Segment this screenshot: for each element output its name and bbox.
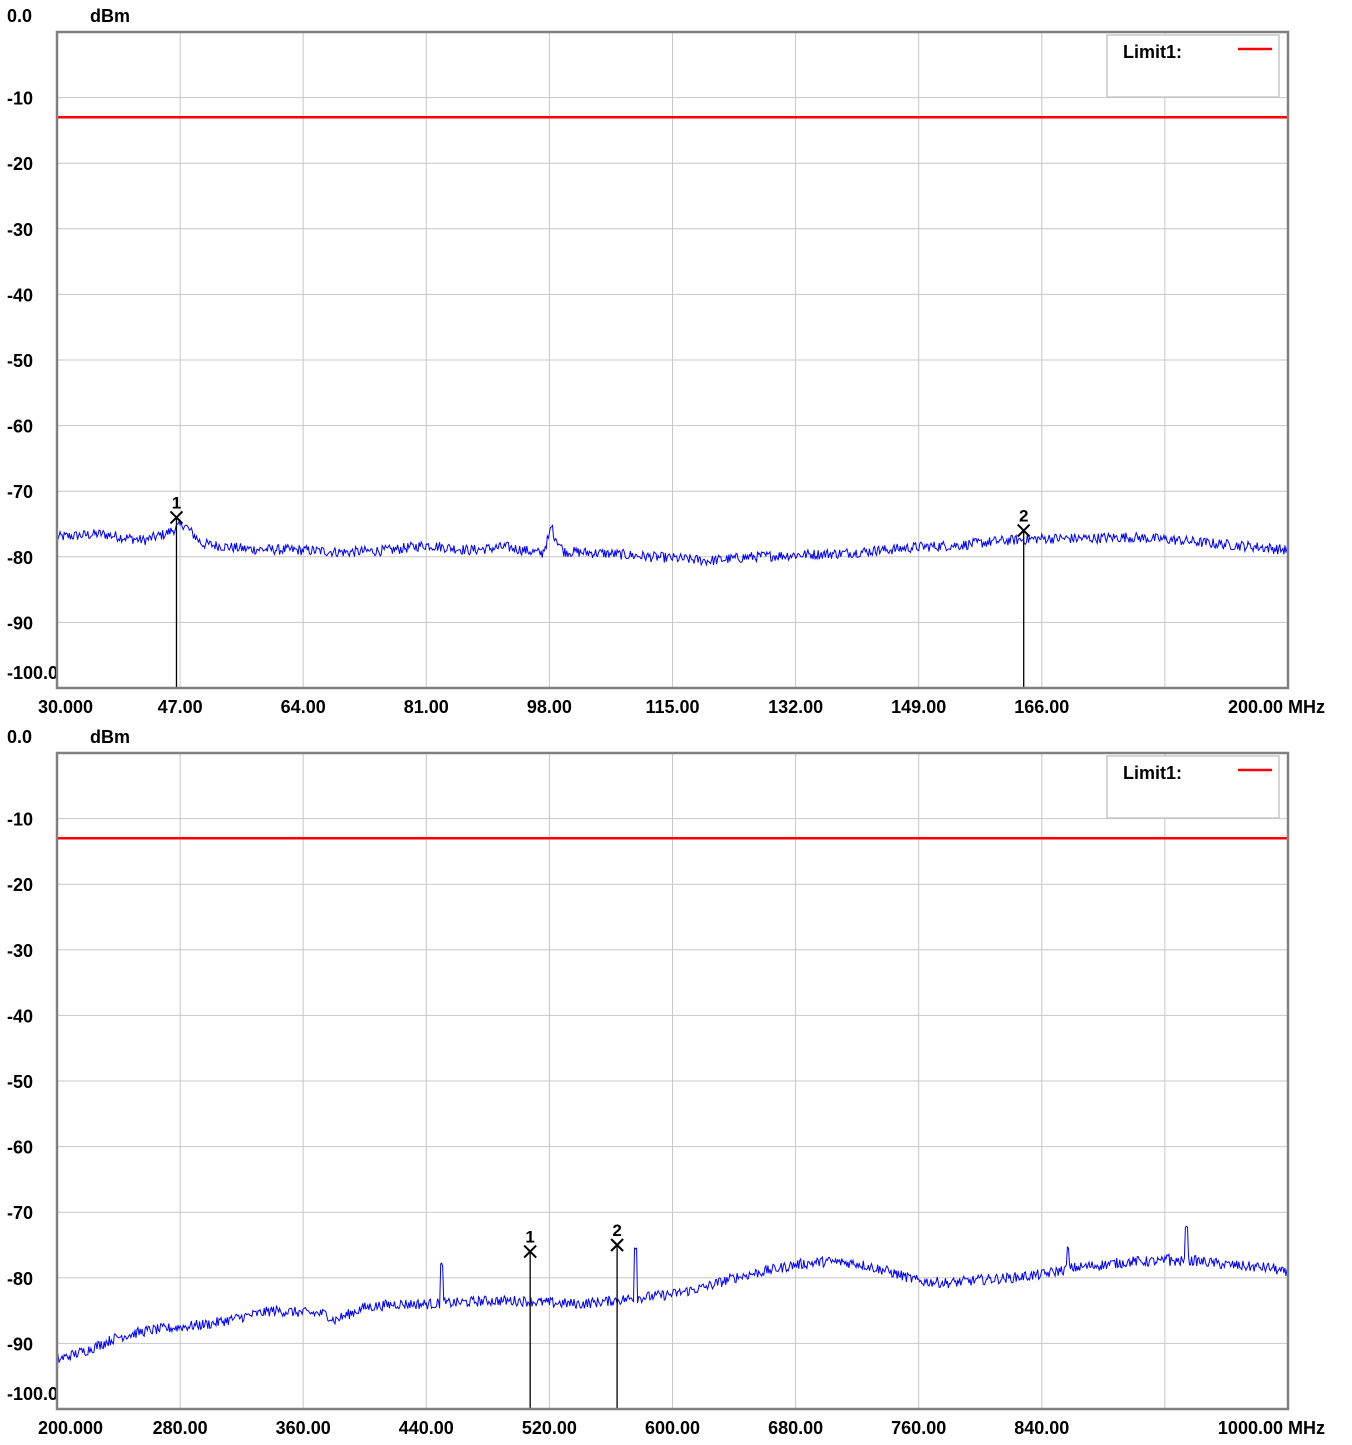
- marker-label: 2: [1019, 507, 1028, 526]
- legend-label: Limit1:: [1123, 763, 1182, 783]
- y-axis-unit: dBm: [90, 6, 130, 26]
- x-tick-label: 280.00: [153, 1418, 208, 1438]
- x-tick-label: 132.00: [768, 697, 823, 717]
- x-tick-label: 200.00: [1228, 697, 1283, 717]
- y-tick-label: -20: [7, 154, 33, 174]
- plot-frame: [55, 751, 1290, 1411]
- x-tick-label: 600.00: [645, 1418, 700, 1438]
- x-tick-label: 149.00: [891, 697, 946, 717]
- y-tick-label: -20: [7, 875, 33, 895]
- legend-box: [1106, 755, 1280, 819]
- x-axis-unit: MHz: [1288, 1418, 1325, 1438]
- marker-1: 1: [523, 1228, 537, 1409]
- y-tick-label: -30: [7, 941, 33, 961]
- y-axis-unit: dBm: [90, 727, 130, 747]
- x-tick-label: 30.000: [38, 697, 93, 717]
- y-tick-label: -60: [7, 417, 33, 437]
- marker-x: [523, 1244, 537, 1259]
- marker-x: [610, 1238, 624, 1252]
- y-tick-label: -80: [7, 548, 33, 568]
- spectrum-trace: [56, 1225, 1289, 1363]
- y-tick-label: -30: [7, 220, 33, 240]
- marker-label: 1: [525, 1228, 534, 1247]
- x-tick-label: 840.00: [1014, 1418, 1069, 1438]
- y-tick-label: 0.0: [7, 727, 32, 747]
- x-tick-label: 47.00: [158, 697, 203, 717]
- legend: Limit1:: [1106, 755, 1280, 819]
- marker-label: 2: [612, 1221, 621, 1240]
- y-tick-label: -70: [7, 1203, 33, 1223]
- y-tick-label: -80: [7, 1269, 33, 1289]
- x-tick-label: 760.00: [891, 1418, 946, 1438]
- marker-label: 1: [172, 493, 181, 512]
- y-tick-label: -70: [7, 482, 33, 502]
- y-tick-label: -50: [7, 351, 33, 371]
- legend-label: Limit1:: [1123, 42, 1182, 62]
- x-tick-label: 520.00: [522, 1418, 577, 1438]
- x-tick-label: 98.00: [527, 697, 572, 717]
- y-tick-label: -100.0: [7, 663, 58, 683]
- y-tick-label: -100.0: [7, 1384, 58, 1404]
- y-tick-label: -10: [7, 810, 33, 830]
- y-tick-label: 0.0: [7, 6, 32, 26]
- x-tick-label: 1000.00: [1218, 1418, 1283, 1438]
- x-tick-label: 81.00: [404, 697, 449, 717]
- plot-frame: [55, 30, 1290, 690]
- y-tick-label: -60: [7, 1138, 33, 1158]
- x-tick-label: 115.00: [645, 697, 699, 717]
- spectrum-trace: [56, 519, 1289, 567]
- chart-1: 0.0 -10 -20 -30 -40 -50 -60 -70 -80 -90 -100.0 dBm 3…: [7, 6, 1325, 717]
- x-tick-label: 440.00: [399, 1418, 454, 1438]
- y-tick-label: -40: [7, 1006, 33, 1026]
- x-tick-label: 680.00: [768, 1418, 823, 1438]
- y-tick-label: -50: [7, 1072, 33, 1092]
- marker-2: 2: [610, 1221, 624, 1409]
- y-tick-label: -90: [7, 1334, 33, 1354]
- x-tick-label: 166.00: [1014, 697, 1069, 717]
- x-tick-label: 64.00: [281, 697, 326, 717]
- marker-x: [169, 510, 184, 525]
- y-tick-label: -90: [7, 613, 33, 633]
- x-axis-unit: MHz: [1288, 697, 1325, 717]
- y-tick-label: -40: [7, 285, 33, 305]
- legend: Limit1:: [1106, 34, 1280, 98]
- x-tick-label: 200.000: [38, 1418, 103, 1438]
- x-tick-label: 360.00: [276, 1418, 331, 1438]
- marker-x: [1016, 523, 1031, 538]
- marker-2: 2: [1016, 507, 1031, 688]
- legend-box: [1106, 34, 1280, 98]
- y-tick-label: -10: [7, 89, 33, 109]
- marker-1: 1: [169, 493, 184, 688]
- chart-2: 0.0 -10 -20 -30 -40 -50 -60 -70 -80 -90 -100.0 dBm 2…: [7, 727, 1325, 1438]
